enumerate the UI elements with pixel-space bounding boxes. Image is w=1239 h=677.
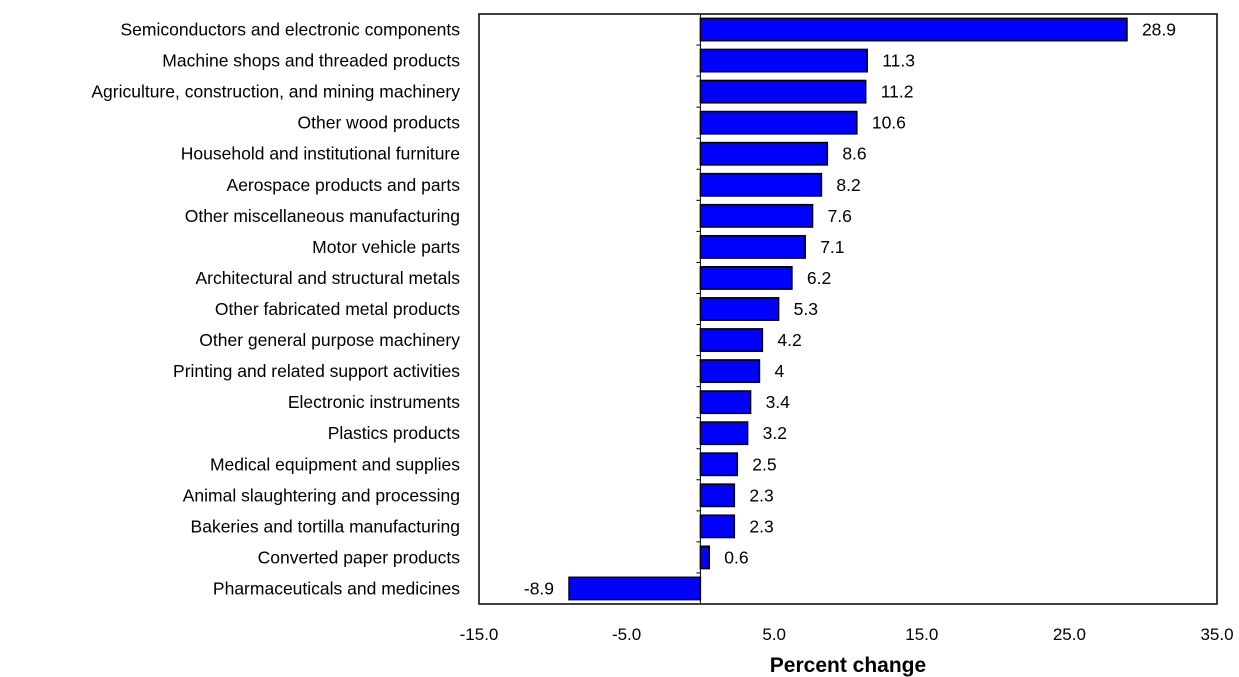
category-label: Bakeries and tortilla manufacturing xyxy=(191,516,460,536)
bar xyxy=(699,17,1128,42)
category-label: Agriculture, construction, and mining ma… xyxy=(91,82,460,102)
category-label: Aerospace products and parts xyxy=(227,175,461,195)
value-labels: 28.9 11.3 11.2 10.6 8.6 8.2 7.6 7.1 6.2 5.3 4.2 4 3.… xyxy=(524,20,1176,599)
bar xyxy=(699,234,806,259)
category-label: Medical equipment and supplies xyxy=(210,454,460,474)
value-label: 4 xyxy=(774,361,784,381)
x-tick-label: 5.0 xyxy=(762,625,786,644)
bar xyxy=(699,48,868,73)
bar xyxy=(699,172,823,197)
category-label: Semiconductors and electronic components xyxy=(121,20,461,40)
bars-group xyxy=(568,17,1128,601)
category-label: Machine shops and threaded products xyxy=(162,51,460,71)
category-label: Household and institutional furniture xyxy=(181,144,460,164)
bar xyxy=(699,421,749,446)
value-label: 6.2 xyxy=(807,268,831,288)
value-label: 7.6 xyxy=(828,206,852,226)
value-label: 11.2 xyxy=(881,82,914,102)
bar xyxy=(699,328,764,352)
bar xyxy=(699,390,752,415)
category-labels: Semiconductors and electronic components… xyxy=(91,20,460,599)
category-label: Other fabricated metal products xyxy=(215,299,460,319)
bar xyxy=(699,203,814,228)
value-label: 2.5 xyxy=(752,454,776,474)
x-tick-label: 35.0 xyxy=(1200,625,1233,644)
zero-axis-ticks xyxy=(696,13,701,605)
category-label: Animal slaughtering and processing xyxy=(183,485,460,505)
value-label: 3.4 xyxy=(766,392,791,412)
category-label: Electronic instruments xyxy=(288,392,460,412)
value-label: 5.3 xyxy=(794,299,818,319)
value-label: 0.6 xyxy=(724,547,748,567)
category-label: Architectural and structural metals xyxy=(195,268,460,288)
category-label: Other general purpose machinery xyxy=(199,330,460,350)
category-label: Converted paper products xyxy=(258,547,461,567)
bar xyxy=(699,545,711,570)
category-label: Other wood products xyxy=(298,113,461,133)
bar xyxy=(699,452,739,477)
bar xyxy=(699,483,736,508)
value-label: 8.6 xyxy=(842,144,866,164)
x-tick-label: -5.0 xyxy=(612,625,641,644)
bar xyxy=(699,110,858,135)
value-label: 7.1 xyxy=(820,237,844,257)
bar xyxy=(568,576,702,601)
value-label: 3.2 xyxy=(763,423,787,443)
x-tick-label: 25.0 xyxy=(1053,625,1086,644)
bar xyxy=(699,79,867,104)
x-axis-title: Percent change xyxy=(770,654,926,677)
x-axis-ticks: -15.0 -5.0 5.0 15.0 25.0 35.0 xyxy=(460,625,1234,644)
category-label: Other miscellaneous manufacturing xyxy=(185,206,460,226)
value-label: 2.3 xyxy=(749,485,773,505)
bar xyxy=(699,266,793,290)
x-tick-label: -15.0 xyxy=(460,625,499,644)
bar xyxy=(699,359,761,384)
category-label: Plastics products xyxy=(328,423,461,443)
value-label: 11.3 xyxy=(882,51,915,71)
bar xyxy=(699,514,736,539)
category-label: Motor vehicle parts xyxy=(312,237,460,257)
bar xyxy=(699,297,780,321)
value-label: 10.6 xyxy=(872,113,906,133)
category-label: Printing and related support activities xyxy=(173,361,460,381)
value-label: 8.2 xyxy=(836,175,860,195)
x-tick-label: 15.0 xyxy=(905,625,938,644)
value-label: 2.3 xyxy=(749,516,773,536)
value-label: -8.9 xyxy=(524,578,554,598)
value-label: 4.2 xyxy=(777,330,801,350)
value-label: 28.9 xyxy=(1142,20,1176,40)
bar xyxy=(699,141,829,166)
category-label: Pharmaceuticals and medicines xyxy=(213,578,460,598)
